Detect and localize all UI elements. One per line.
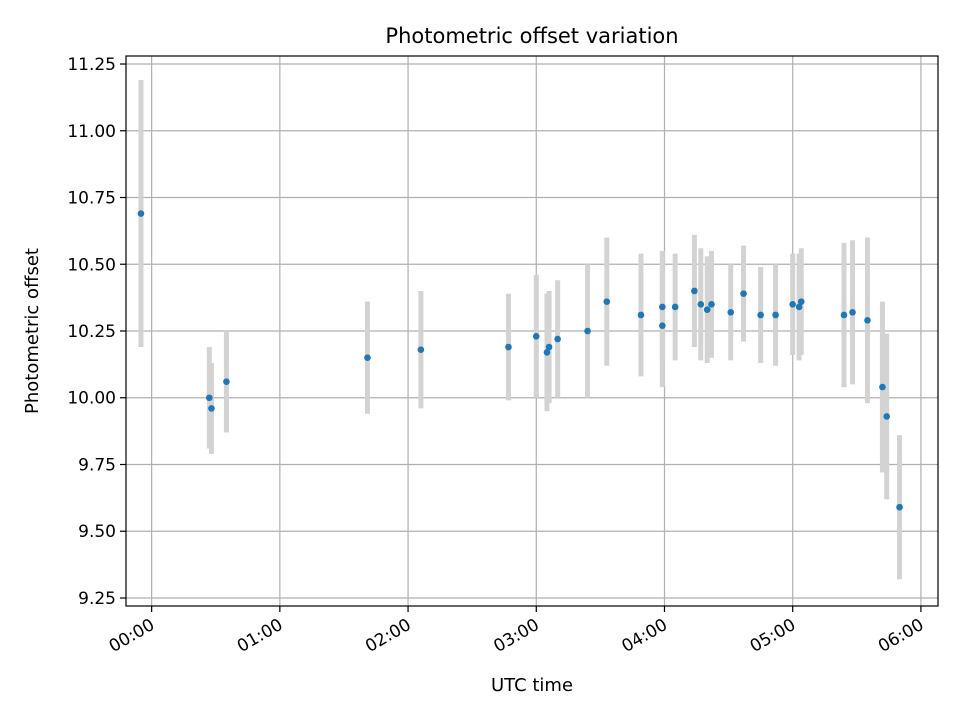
- x-tick-label: 03:00: [490, 615, 542, 657]
- data-point: [772, 311, 779, 319]
- data-point: [671, 303, 679, 311]
- data-point: [864, 317, 871, 324]
- data-point: [206, 394, 213, 402]
- y-tick-label: 11.00: [67, 122, 116, 142]
- data-point: [840, 311, 848, 319]
- data-point: [543, 349, 551, 356]
- data-point: [691, 287, 698, 295]
- x-tick-label: 00:00: [106, 615, 158, 657]
- x-tick-label: 06:00: [875, 615, 927, 657]
- x-axis-title: UTC time: [491, 675, 573, 696]
- data-point: [795, 303, 803, 311]
- data-point: [697, 301, 705, 308]
- y-tick-label: 10.75: [67, 189, 116, 209]
- data-point: [659, 303, 666, 311]
- data-point: [708, 301, 715, 308]
- data-point: [797, 298, 805, 305]
- data-point: [849, 309, 856, 316]
- chart-title: Photometric offset variation: [385, 24, 678, 48]
- data-point: [532, 333, 540, 340]
- y-tick-label: 11.25: [67, 55, 116, 75]
- data-point: [364, 354, 371, 361]
- data-point: [896, 503, 903, 511]
- x-tick-label: 01:00: [234, 615, 286, 657]
- data-point: [505, 343, 512, 351]
- y-tick-label: 9.50: [78, 522, 116, 542]
- data-point: [637, 311, 645, 319]
- point-layer: [137, 210, 903, 511]
- data-point: [417, 346, 425, 353]
- data-point: [545, 343, 553, 351]
- data-point: [757, 311, 764, 319]
- y-axis-title: Photometric offset: [22, 248, 43, 414]
- x-tick-label: 02:00: [362, 615, 414, 657]
- y-tick-label: 9.25: [78, 589, 116, 609]
- x-tick-label: 05:00: [747, 615, 799, 657]
- y-tick-label: 10.25: [67, 322, 116, 342]
- y-tick-label: 9.75: [78, 455, 116, 475]
- x-tick-label: 04:00: [619, 615, 671, 657]
- data-point: [554, 335, 561, 343]
- data-point: [584, 327, 591, 335]
- y-tick-label: 10.50: [67, 255, 116, 275]
- data-point: [727, 309, 735, 316]
- data-point: [879, 383, 886, 391]
- data-point: [740, 290, 747, 297]
- data-point: [789, 301, 796, 308]
- y-tick-label: 10.00: [67, 389, 116, 409]
- grid-layer: [126, 56, 938, 606]
- data-point: [883, 413, 891, 420]
- data-point: [703, 306, 711, 313]
- data-point: [137, 210, 145, 217]
- data-point: [208, 405, 215, 412]
- data-point: [223, 378, 230, 386]
- data-point: [659, 322, 666, 329]
- data-point: [603, 298, 611, 305]
